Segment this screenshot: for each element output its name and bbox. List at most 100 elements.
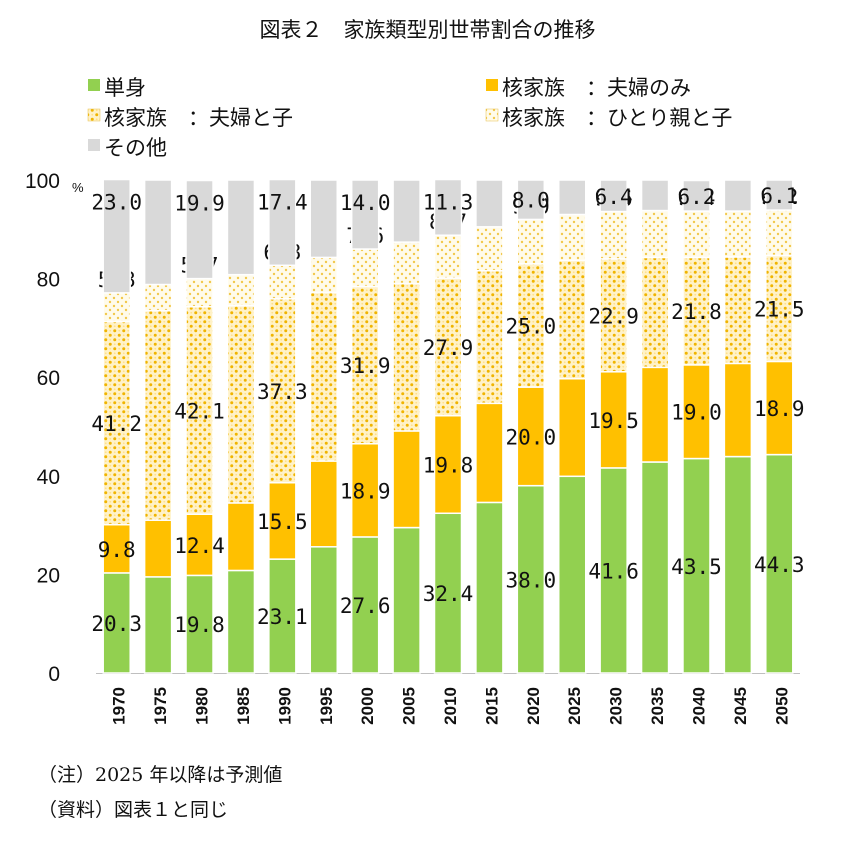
data-label-other-2010: 11.3 (423, 191, 474, 215)
legend-label-single: 単身 (104, 76, 146, 100)
bar-segment-single-2035 (640, 461, 670, 674)
bar-segment-single_parent-2020 (516, 218, 546, 265)
bar-segment-single_parent-2015 (475, 226, 504, 272)
bar-segment-single_parent-1990 (268, 264, 297, 300)
bar-segment-single_parent-2050 (765, 209, 794, 257)
data-label-single-2020: 38.0 (506, 568, 557, 592)
bar-segment-couple_children-2025 (557, 259, 587, 380)
data-label-couple_only-2050: 18.9 (754, 397, 805, 421)
bar-segment-couple_only-2000 (350, 443, 380, 538)
bar-segment-single_parent-2010 (433, 234, 463, 279)
data-label-couple_only-2020: 20.0 (506, 425, 557, 449)
data-label-couple_only-1980: 12.4 (174, 534, 225, 558)
plot-area: 20.39.841.25.823.019.812.442.15.719.923.… (91, 178, 805, 674)
bar-segment-single-2030 (599, 467, 628, 674)
data-label-single-2050: 44.3 (754, 553, 805, 577)
bar-segment-couple_children-2000 (350, 285, 380, 445)
x-tick-label-2015: 2015 (482, 687, 501, 725)
data-label-couple_children-1990: 37.3 (257, 380, 308, 404)
bar-segment-couple_children-2010 (433, 277, 463, 417)
data-label-other-1990: 17.4 (257, 191, 308, 215)
data-label-couple_children-2050: 21.5 (754, 297, 805, 321)
data-label-couple_only-2000: 18.9 (340, 479, 391, 503)
data-label-other-1980: 19.9 (174, 191, 225, 215)
bar-segment-couple_only-1980 (185, 513, 214, 577)
bar-segment-couple_only-2045 (723, 362, 753, 458)
bar-segment-other-2005 (392, 179, 421, 243)
bar-segment-single_parent-2040 (682, 210, 711, 259)
bar-segment-other-2000 (350, 179, 380, 250)
bar-segment-single-1980 (185, 574, 214, 674)
bar-segment-single-2045 (723, 455, 753, 674)
legend-swatch-single_parent (485, 108, 499, 122)
bar-segment-couple_children-2005 (392, 282, 421, 432)
bar-segment-single_parent-2035 (640, 209, 670, 259)
bar-segment-other-2030 (599, 179, 628, 213)
x-tick-label-1995: 1995 (317, 687, 336, 725)
bar-segment-single_parent-2005 (392, 241, 421, 285)
bar-segment-couple_children-1980 (185, 305, 214, 516)
data-label-couple_only-2010: 19.8 (423, 453, 474, 477)
bar-segment-single_parent-2025 (557, 213, 587, 262)
bar-segment-other-1980 (185, 179, 214, 280)
data-label-other-2030: 6.4 (595, 185, 633, 209)
x-tick-label-1970: 1970 (110, 687, 129, 725)
bar-segment-single_parent-1970 (102, 292, 131, 323)
x-tick-label-2040: 2040 (689, 687, 708, 725)
bar-segment-couple_children-2045 (723, 256, 753, 365)
bar-segment-single-1985 (226, 569, 256, 674)
bar-segment-other-2015 (475, 179, 504, 228)
legend-swatch-single (88, 79, 100, 91)
bar-segment-couple_children-1985 (226, 304, 256, 504)
x-tick-label-2050: 2050 (772, 687, 791, 725)
bar-segment-couple_only-2030 (599, 371, 628, 469)
bar-segment-single-1990 (268, 558, 297, 674)
bar-segment-couple_children-1990 (268, 298, 297, 484)
bar-segment-couple_children-2050 (765, 254, 794, 363)
x-tick-label-2035: 2035 (648, 687, 667, 725)
bar-segment-single-2010 (433, 512, 463, 674)
bar-segment-couple_children-1975 (143, 309, 173, 521)
bar-segment-couple_only-2050 (765, 360, 794, 456)
bar-segment-other-2025 (557, 179, 587, 216)
legend-label-single_parent: 核家族 ：ひとり親と子 (502, 106, 732, 130)
bar-segment-single_parent-1980 (185, 277, 214, 308)
legend-swatch-couple_children (87, 108, 101, 122)
bar-segment-single-1995 (309, 546, 339, 674)
legend-swatch-other (88, 139, 100, 151)
bar-segment-couple_children-1995 (309, 291, 339, 462)
x-axis: 1970 1975 1980 1985 1990 1995 2000 2005 2010 2015… (110, 687, 792, 725)
data-label-single-2030: 41.6 (588, 559, 639, 583)
bar-segment-couple_children-2035 (640, 256, 670, 369)
bar-segment-single_parent-2000 (350, 248, 380, 288)
x-tick-label-2030: 2030 (607, 687, 626, 725)
bar-segment-other-2050 (765, 179, 794, 211)
bar-segment-couple_only-2020 (516, 386, 546, 487)
chart-title: 図表２ 家族類型別世帯割合の推移 (259, 18, 596, 42)
bar-segment-single-2015 (475, 501, 504, 674)
data-label-single-1980: 19.8 (174, 613, 225, 637)
bar-segment-couple_children-2040 (682, 256, 711, 366)
bar-segment-other-2010 (433, 178, 463, 236)
data-label-single-2010: 32.4 (423, 582, 474, 606)
y-tick-label-20: 20 (37, 564, 60, 587)
y-unit-label: % (72, 180, 84, 195)
bar-segment-other-2020 (516, 179, 546, 221)
y-tick-label-80: 80 (37, 269, 60, 292)
source-text: （資料）図表１と同じ (38, 799, 229, 821)
bar-segment-single-2040 (682, 457, 711, 674)
y-tick-label-60: 60 (37, 367, 60, 390)
bar-segment-other-1990 (268, 178, 297, 267)
bar-segment-single_parent-1975 (143, 283, 173, 312)
bar-segment-single-1975 (143, 576, 173, 674)
data-label-single-2040: 43.5 (671, 555, 722, 579)
data-label-other-2040: 6.2 (678, 185, 716, 209)
bar-segment-other-2035 (640, 179, 670, 212)
bar-segment-couple_only-2025 (557, 377, 587, 478)
data-label-couple_children-2020: 25.0 (506, 314, 557, 338)
x-tick-label-1990: 1990 (275, 687, 294, 725)
bar-segment-single-2050 (765, 453, 794, 674)
bar-segment-couple_only-2005 (392, 430, 421, 529)
bar-segment-single-1970 (102, 572, 131, 674)
